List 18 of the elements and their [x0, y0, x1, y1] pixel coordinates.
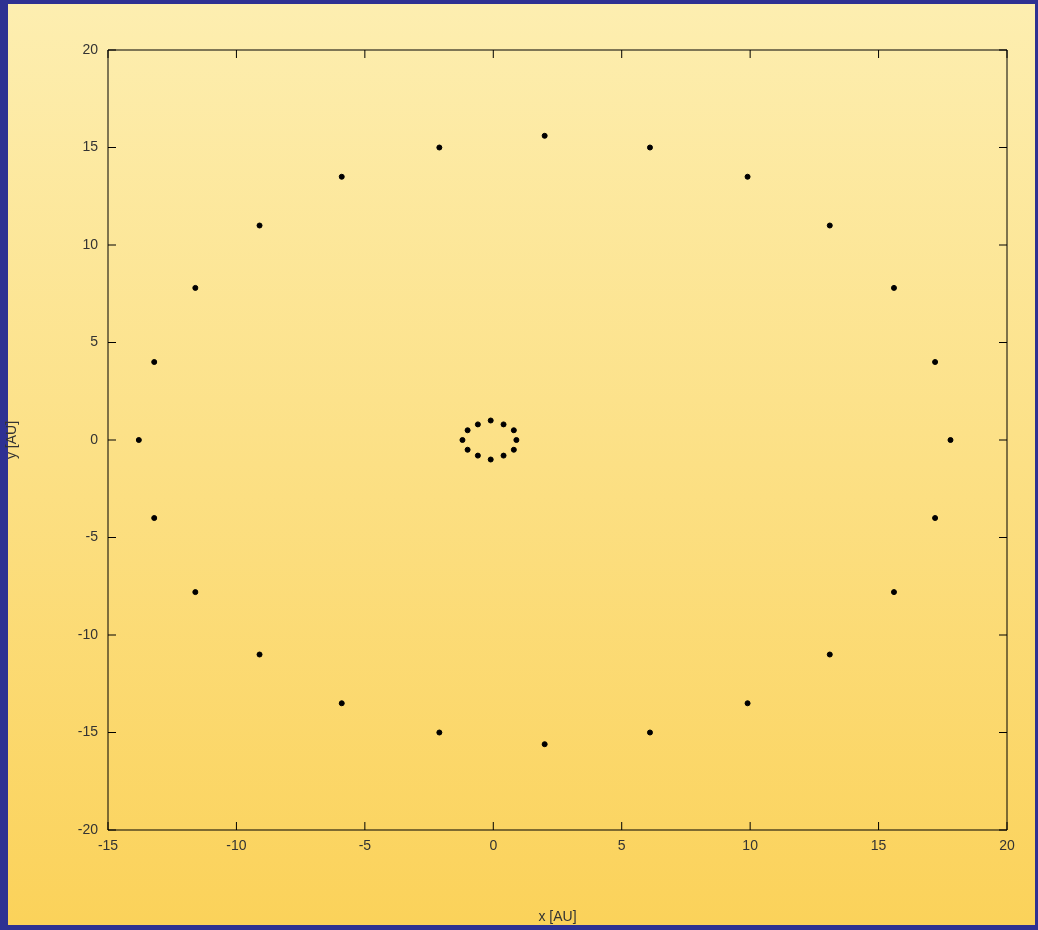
x-tick-label: 0 [489, 837, 498, 854]
y-tick-label: 10 [82, 235, 99, 252]
x-tick-label: -5 [358, 837, 372, 854]
y-tick-label: 0 [90, 430, 99, 447]
x-tick-label: 20 [999, 837, 1015, 854]
y-tick-label: 20 [82, 40, 99, 57]
y-tick-label: -10 [77, 625, 99, 642]
y-tick-label: 5 [90, 333, 99, 350]
y-axis-title: y [AU] [3, 420, 20, 460]
y-tick-label: -5 [85, 528, 99, 545]
y-tick-label: 15 [82, 138, 99, 155]
x-tick-label: 5 [617, 837, 626, 854]
x-tick-label: 15 [870, 837, 887, 854]
x-tick-label: -10 [226, 837, 247, 854]
x-axis-title: x [AU] [538, 908, 577, 925]
y-tick-label: -20 [77, 820, 99, 837]
y-tick-label: -15 [77, 723, 99, 740]
x-tick-label: 10 [742, 837, 759, 854]
